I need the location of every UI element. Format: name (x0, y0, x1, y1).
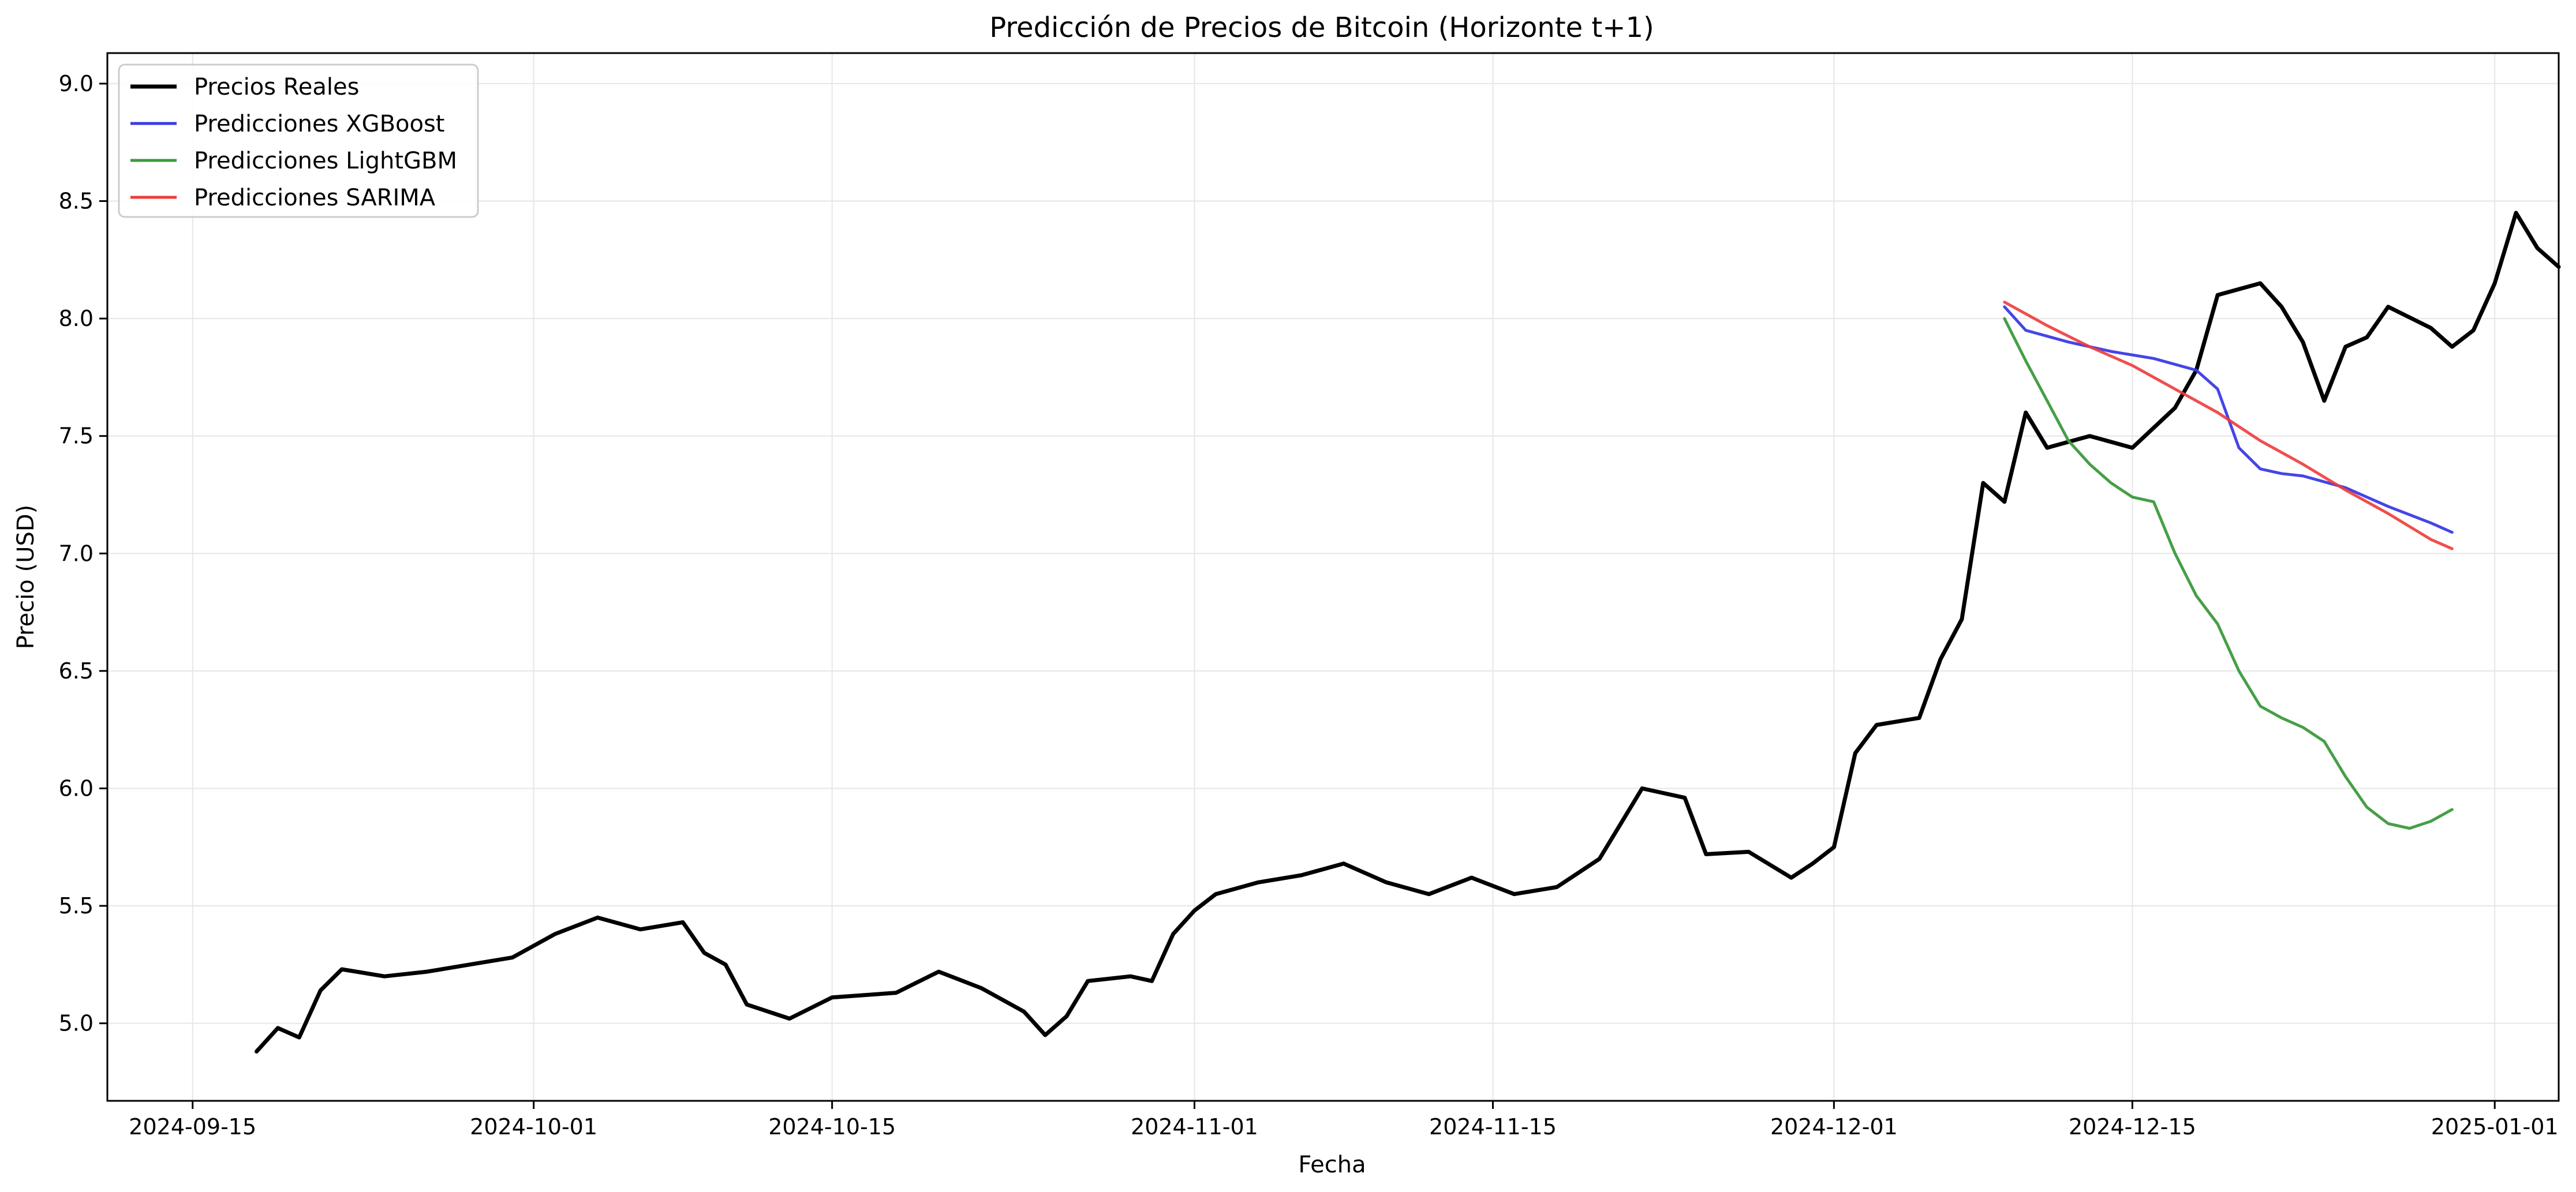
x-tick-label: 2024-11-01 (1131, 1114, 1258, 1139)
legend-label: Precios Reales (194, 74, 359, 100)
y-axis-label: Precio (USD) (13, 505, 39, 650)
legend-label: Predicciones XGBoost (194, 111, 445, 137)
x-tick-label: 2024-09-15 (129, 1114, 256, 1139)
series-lines (255, 211, 2561, 1054)
series-line-1 (2003, 305, 2454, 534)
series-line-2 (2003, 317, 2454, 830)
series-line-0 (255, 211, 2561, 1054)
y-tick-label: 9.0 (59, 71, 94, 96)
y-tick-label: 8.5 (59, 189, 94, 214)
y-tick-label: 6.5 (59, 658, 94, 684)
series-line-3 (2003, 301, 2454, 550)
x-tick-label: 2025-01-01 (2431, 1114, 2559, 1139)
legend: Precios Reales Predicciones XGBoost Predic… (118, 63, 479, 218)
chart-title: Predicción de Precios de Bitcoin (Horizo… (989, 12, 1654, 44)
x-axis-ticks: 2024-09-15 2024-10-01 2024-10-15 2024-11-01… (129, 1101, 2559, 1139)
grid-lines (107, 53, 2559, 1101)
x-axis-label: Fecha (1298, 1152, 1366, 1178)
y-tick-label: 7.0 (59, 541, 94, 566)
plot-frame (106, 52, 2560, 1102)
y-tick-label: 6.0 (59, 775, 94, 801)
x-tick-label: 2024-10-15 (768, 1114, 896, 1139)
y-tick-label: 5.0 (59, 1011, 94, 1036)
legend-label: Predicciones LightGBM (194, 148, 457, 174)
x-tick-label: 2024-11-15 (1429, 1114, 1557, 1139)
legend-label: Predicciones SARIMA (194, 185, 436, 211)
legend-box (118, 63, 479, 218)
x-tick-label: 2024-12-15 (2069, 1114, 2196, 1139)
y-tick-label: 7.5 (59, 423, 94, 449)
x-tick-label: 2024-10-01 (470, 1114, 597, 1139)
y-tick-label: 5.5 (59, 893, 94, 919)
y-axis-ticks: 5.0 5.5 6.0 6.5 7.0 7.5 8.0 8.5 9.0 (59, 71, 107, 1036)
y-tick-label: 8.0 (59, 306, 94, 331)
x-tick-label: 2024-12-01 (1770, 1114, 1898, 1139)
